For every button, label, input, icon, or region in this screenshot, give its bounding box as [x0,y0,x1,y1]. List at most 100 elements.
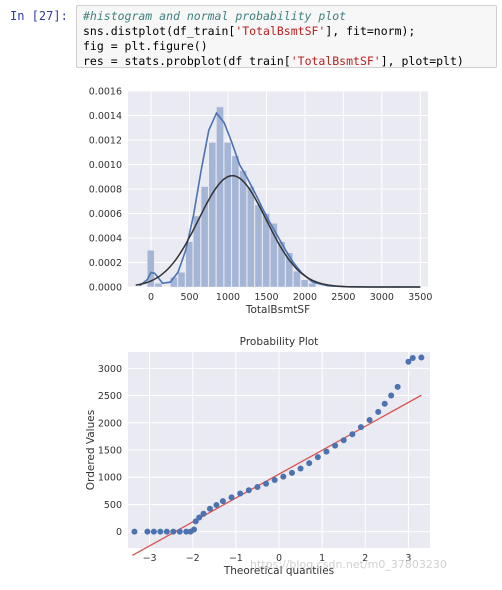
histogram-bar [246,186,255,288]
data-point [388,392,395,399]
code-line: res = stats.probplot(df_train['TotalBsmt… [83,54,490,68]
y-tick-label: 0.0008 [89,185,122,196]
x-tick-label: 2000 [293,292,317,303]
data-point [150,528,157,535]
histogram-bar [200,186,209,288]
data-point [323,448,330,455]
histogram-bar [154,283,163,288]
histogram-bar [216,106,224,288]
data-point [245,487,252,494]
y-tick-label: 500 [104,500,122,511]
data-point [340,437,347,444]
x-tick-label: 2 [362,553,368,564]
x-tick-label: −3 [143,553,157,564]
data-point [170,528,177,535]
x-tick-label: 1 [319,553,325,564]
data-point [213,501,220,508]
histogram-bar [293,270,301,288]
code-line: sns.distplot(df_train['TotalBsmtSF'], fi… [83,24,490,39]
data-point [263,480,270,487]
data-point [183,528,190,535]
data-point [219,498,226,505]
code-string: 'TotalBsmtSF' [235,24,326,38]
y-tick-label: 0 [116,527,122,538]
fit-line [131,394,422,556]
data-point [237,490,244,497]
data-point [228,494,235,501]
code-string: 'TotalBsmtSF' [290,54,381,68]
code-cell[interactable]: #histogram and normal probability plot sn… [76,5,497,68]
histogram-bar [285,252,294,288]
data-point [196,514,203,521]
data-point [306,460,313,467]
x-tick-label: 3 [405,553,411,564]
data-point [418,354,425,361]
y-axis-label: Ordered Values [85,410,97,490]
histogram-bar [177,272,186,288]
data-point [349,431,356,438]
y-tick-label: 0.0012 [89,136,122,147]
histogram-bar [231,155,240,288]
code-token: fig = plt.figure() [83,39,208,53]
data-point [176,528,183,535]
x-tick-label: −2 [186,553,200,564]
x-tick-label: 3000 [370,292,394,303]
chart-title: Probability Plot [240,336,319,348]
code-comment: #histogram and normal probability plot [83,9,347,23]
cell-prompt: In [27]: [10,9,68,23]
data-point [254,484,261,491]
data-point [191,526,198,533]
y-tick-label: 1500 [98,446,122,457]
data-point [206,505,213,512]
data-point [131,528,138,535]
code-token: sns.distplot(df_train[ [83,24,236,38]
data-point [288,469,295,476]
y-tick-label: 3000 [98,364,122,375]
histogram-bar [146,250,155,288]
histogram-chart: 0.0000 0.0002 0.0004 0.0006 0.0008 0.0010 0.00… [89,87,433,317]
kde-line [139,111,421,288]
histogram-bar [270,223,278,288]
data-point [144,528,151,535]
code-line: #histogram and normal probability plot [83,9,490,24]
data-point [375,408,382,415]
data-point [381,400,388,407]
data-point [409,354,416,361]
histogram-bar [254,204,263,288]
y-tick-label: 0.0010 [89,160,122,171]
y-tick-label: 2500 [98,391,122,402]
code-token: ], fit=norm); [325,24,416,38]
x-tick-label: 1500 [254,292,278,303]
data-point [200,510,207,517]
x-tick-label: 1000 [216,292,240,303]
normal-fit-line [135,174,421,288]
data-point [394,383,401,390]
y-tick-label: 0.0006 [89,209,122,220]
histogram-bar [208,142,217,288]
y-tick-label: 0.0002 [89,258,122,269]
x-tick-label: 2500 [331,292,355,303]
data-point [163,528,170,535]
y-tick-label: 0.0004 [89,234,122,245]
code-token: res = stats.probplot(df_train[ [83,54,291,68]
histogram-bar [193,215,201,288]
data-point [157,528,164,535]
data-point [405,358,412,365]
histogram-bar [300,279,309,288]
x-axis-label: TotalBsmtSF [245,304,310,316]
x-axis-label: Theoretical quantiles [223,565,334,577]
watermark-text: https://blog.csdn.net/m0_37803230 [250,558,447,571]
y-tick-label: 1000 [98,473,122,484]
y-tick-label: 2000 [98,418,122,429]
x-tick-label: 0 [148,292,154,303]
data-point [280,473,287,480]
code-token: ], plot=plt) [380,54,464,68]
y-tick-label: 0.0014 [89,111,122,122]
y-tick-label: 0.0000 [89,283,122,294]
data-point [271,476,278,483]
x-tick-label: 500 [180,292,198,303]
histogram-bar [308,283,317,288]
x-tick-label: 3500 [408,292,432,303]
code-line: fig = plt.figure() [83,39,490,54]
data-point [297,465,304,472]
